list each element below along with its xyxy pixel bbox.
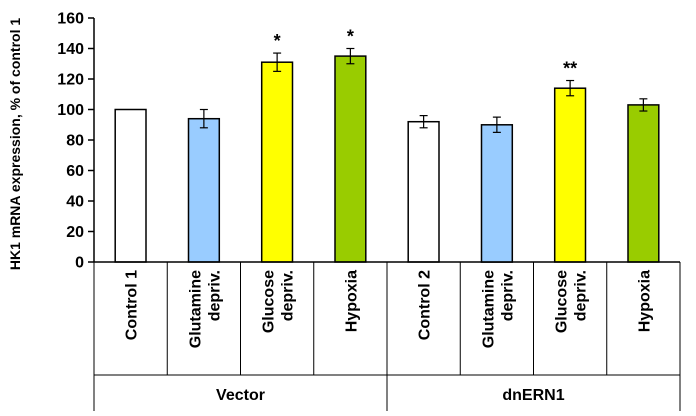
y-tick-label: 60 [66,163,84,180]
bar [553,87,587,263]
bar [260,61,294,263]
tick-label: Control 2 [417,270,434,340]
labels-layer: Control 1 Glutamine depriv. * Glucose depriv.… [7,11,653,405]
bars-layer [114,47,660,263]
y-axis-title: HK1 mRNA expression, % of control 1 [7,18,23,271]
tick-label: Glucose depriv. [554,270,590,333]
significance-label: * [274,31,281,51]
tick-label: Hypoxia [343,270,360,332]
significance-label: * [347,27,354,47]
tick-label: Control 1 [124,270,141,340]
group-label: dnERN1 [502,387,564,404]
tick-label: Hypoxia [636,270,653,332]
y-tick-label: 80 [66,133,84,150]
bar [187,117,221,263]
y-tick-label: 0 [75,255,84,272]
significance-label: ** [563,59,577,79]
bar [114,108,147,263]
axes-layer [88,17,681,411]
group-label: Vector [216,387,265,404]
bar [480,124,514,263]
y-tick-label: 120 [57,72,84,89]
tick-label: Glucose depriv. [261,270,297,333]
y-tick-label: 100 [57,102,84,119]
bar [334,55,367,263]
bar [627,104,660,263]
y-tick-label: 160 [57,11,84,28]
tick-label: Glutamine depriv. [187,270,223,348]
y-tick-label: 40 [66,194,84,211]
bar [407,120,440,263]
y-tick-label: 140 [57,41,84,58]
tick-label: Glutamine depriv. [480,270,516,348]
y-tick-label: 20 [66,224,84,241]
